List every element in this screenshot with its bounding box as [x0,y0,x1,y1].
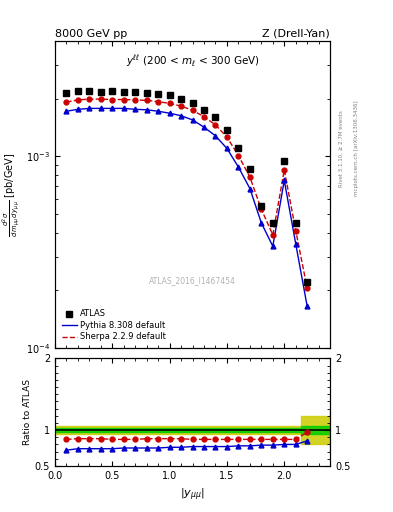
Sherpa 2.2.9 default [87,96,92,102]
Line: Sherpa 2.2.9 default: Sherpa 2.2.9 default [66,99,307,288]
ATLAS [305,280,310,286]
Pythia 8.308 default [64,108,69,114]
Sherpa 2.2.9 default [305,285,310,291]
Pythia 8.308 default [144,106,149,113]
Pythia 8.308 default [75,106,80,113]
Pythia 8.308 default [270,243,275,249]
ATLAS [167,92,172,98]
Y-axis label: $\frac{d^2\sigma}{d\,m_{\mu\mu}\,d\,y_{\mu\mu}}$ [pb/GeV]: $\frac{d^2\sigma}{d\,m_{\mu\mu}\,d\,y_{\… [0,153,22,237]
Pythia 8.308 default [99,105,103,112]
ATLAS [179,96,184,102]
ATLAS [64,90,69,96]
Pythia 8.308 default [87,105,92,112]
ATLAS [144,90,149,96]
ATLAS [225,126,230,133]
X-axis label: $|y_{\mu\mu}|$: $|y_{\mu\mu}|$ [180,486,205,503]
Pythia 8.308 default [305,304,310,310]
ATLAS [236,145,241,152]
Pythia 8.308 default [121,105,126,112]
Pythia 8.308 default [213,133,218,139]
Pythia 8.308 default [190,117,195,123]
Sherpa 2.2.9 default [202,114,206,120]
Pythia 8.308 default [259,220,264,226]
ATLAS [282,158,286,164]
Text: ATLAS_2016_I1467454: ATLAS_2016_I1467454 [149,276,236,285]
Sherpa 2.2.9 default [144,97,149,103]
Sherpa 2.2.9 default [133,97,138,103]
Pythia 8.308 default [202,124,206,130]
Pythia 8.308 default [167,110,172,116]
Text: $y^{\ell\ell}$ (200 < $m_{\ell}$ < 300 GeV): $y^{\ell\ell}$ (200 < $m_{\ell}$ < 300 G… [125,53,260,69]
Pythia 8.308 default [179,113,184,119]
ATLAS [75,88,80,94]
Sherpa 2.2.9 default [190,107,195,113]
Sherpa 2.2.9 default [121,96,126,102]
Sherpa 2.2.9 default [236,153,241,159]
Line: ATLAS: ATLAS [63,88,310,286]
ATLAS [133,89,138,95]
ATLAS [190,100,195,106]
Sherpa 2.2.9 default [110,96,115,102]
ATLAS [293,220,298,226]
ATLAS [99,89,103,95]
Sherpa 2.2.9 default [99,96,103,102]
Sherpa 2.2.9 default [179,103,184,109]
Sherpa 2.2.9 default [293,228,298,234]
Pythia 8.308 default [248,185,252,191]
Text: mcplots.cern.ch [arXiv:1306.3436]: mcplots.cern.ch [arXiv:1306.3436] [354,101,359,196]
Sherpa 2.2.9 default [64,99,69,105]
ATLAS [259,203,264,209]
Sherpa 2.2.9 default [156,99,161,105]
ATLAS [121,89,126,95]
Sherpa 2.2.9 default [167,100,172,106]
Pythia 8.308 default [133,106,138,113]
Sherpa 2.2.9 default [213,122,218,128]
ATLAS [110,88,115,94]
Sherpa 2.2.9 default [248,174,252,180]
ATLAS [202,106,206,113]
Pythia 8.308 default [225,145,230,152]
Pythia 8.308 default [110,105,115,112]
Sherpa 2.2.9 default [259,206,264,212]
ATLAS [87,88,92,94]
Text: 8000 GeV pp: 8000 GeV pp [55,29,127,39]
Text: Rivet 3.1.10, ≥ 2.7M events: Rivet 3.1.10, ≥ 2.7M events [339,110,343,187]
Sherpa 2.2.9 default [282,167,286,173]
ATLAS [156,91,161,97]
Sherpa 2.2.9 default [75,97,80,103]
Pythia 8.308 default [282,177,286,183]
Pythia 8.308 default [293,241,298,247]
ATLAS [213,114,218,120]
Text: Z (Drell-Yan): Z (Drell-Yan) [263,29,330,39]
ATLAS [270,220,275,226]
Sherpa 2.2.9 default [270,232,275,238]
Sherpa 2.2.9 default [225,134,230,140]
Line: Pythia 8.308 default: Pythia 8.308 default [66,109,307,307]
ATLAS [248,166,252,172]
Y-axis label: Ratio to ATLAS: Ratio to ATLAS [23,379,32,445]
Legend: ATLAS, Pythia 8.308 default, Sherpa 2.2.9 default: ATLAS, Pythia 8.308 default, Sherpa 2.2.… [59,307,168,344]
Pythia 8.308 default [236,164,241,170]
Pythia 8.308 default [156,108,161,114]
